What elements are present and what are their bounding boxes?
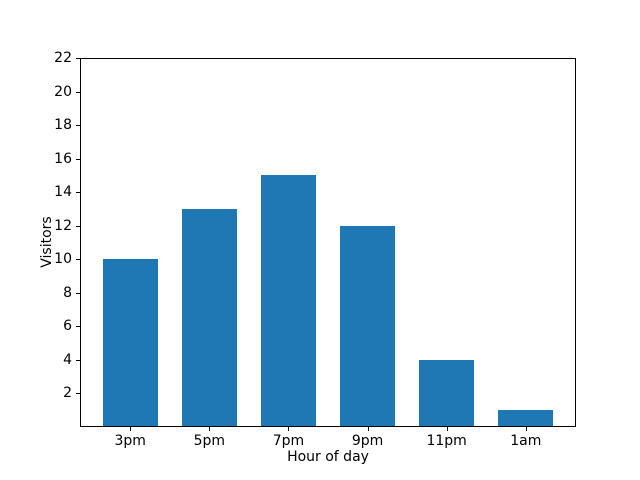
x-tick-label: 3pm [114, 433, 146, 449]
y-tick-label: 22 [54, 50, 72, 66]
x-tick-label: 5pm [193, 433, 226, 449]
y-tick-mark [76, 259, 80, 261]
plot-area [80, 58, 576, 427]
y-tick-label: 2 [63, 385, 72, 402]
y-tick-mark [76, 192, 80, 194]
y-tick-mark [76, 91, 80, 93]
y-axis-title: Visitors [39, 216, 55, 268]
x-tick-mark [130, 427, 132, 431]
y-tick-label: 16 [54, 150, 72, 167]
y-tick-mark [76, 292, 80, 294]
x-tick-mark [446, 427, 448, 431]
x-tick-mark [525, 427, 527, 431]
bar [339, 225, 396, 427]
y-tick-mark [76, 393, 80, 395]
x-axis-title: Hour of day [287, 449, 369, 465]
y-tick-label: 6 [63, 318, 72, 335]
y-tick-label: 12 [54, 217, 72, 234]
x-tick-mark [367, 427, 369, 431]
y-tick-label: 20 [54, 83, 72, 100]
bar [418, 359, 475, 427]
y-tick-mark [76, 58, 80, 59]
x-tick-label: 11pm [426, 433, 467, 449]
y-tick-label: 4 [63, 351, 72, 368]
y-tick-mark [76, 359, 80, 361]
x-tick-label: 7pm [272, 433, 305, 449]
x-tick-label: 9pm [351, 433, 384, 449]
bar [260, 175, 317, 427]
y-tick-label: 10 [54, 251, 72, 268]
y-tick-mark [76, 125, 80, 127]
bar [181, 208, 237, 427]
x-tick-mark [209, 427, 211, 431]
y-tick-label: 14 [54, 184, 72, 201]
bar [498, 410, 554, 427]
x-tick-label: 1am [510, 433, 542, 449]
y-tick-label: 8 [63, 284, 72, 301]
y-tick-mark [76, 225, 80, 227]
bar [102, 259, 158, 427]
y-tick-mark [76, 326, 80, 328]
y-tick-label: 18 [54, 117, 72, 134]
y-tick-mark [76, 158, 80, 160]
x-tick-mark [288, 427, 290, 431]
